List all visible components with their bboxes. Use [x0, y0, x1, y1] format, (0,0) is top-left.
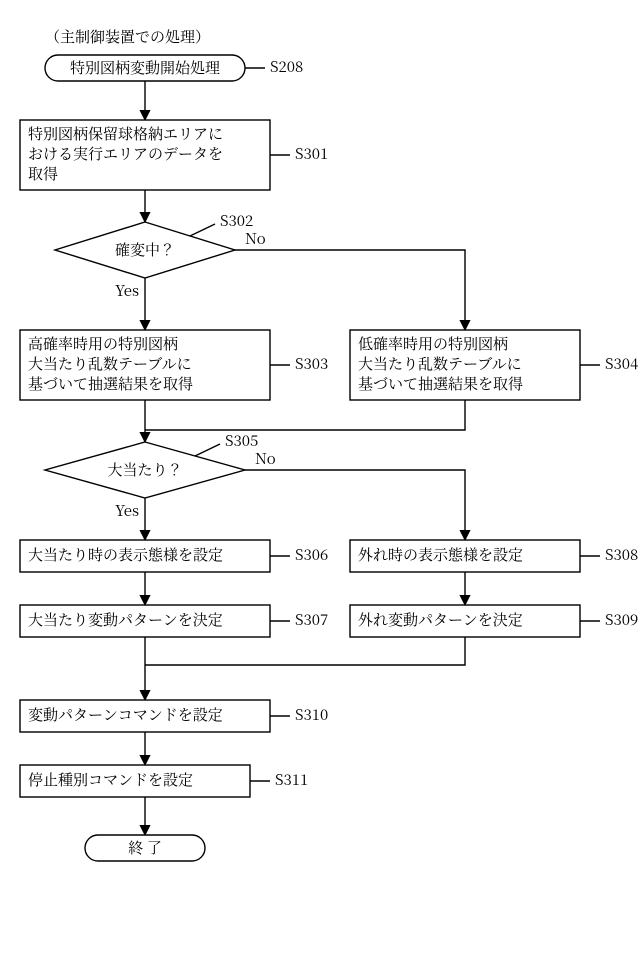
svg-text:大当たり時の表示態様を設定: 大当たり時の表示態様を設定: [28, 544, 223, 565]
svg-text:S208: S208: [270, 56, 303, 77]
svg-text:S304: S304: [605, 353, 638, 374]
svg-text:大当たり変動パターンを決定: 大当たり変動パターンを決定: [28, 609, 223, 630]
svg-text:No: No: [245, 228, 266, 249]
svg-text:S305: S305: [225, 430, 258, 451]
svg-text:特別図柄変動開始処理: 特別図柄変動開始処理: [70, 57, 220, 78]
svg-text:S309: S309: [605, 609, 638, 630]
svg-text:大当たり乱数テーブルに: 大当たり乱数テーブルに: [28, 353, 192, 374]
svg-text:S301: S301: [295, 143, 328, 164]
svg-text:変動パターンコマンドを設定: 変動パターンコマンドを設定: [28, 704, 223, 725]
svg-text:S303: S303: [295, 353, 328, 374]
svg-text:S308: S308: [605, 544, 638, 565]
svg-text:大当たり乱数テーブルに: 大当たり乱数テーブルに: [358, 353, 522, 374]
svg-text:S310: S310: [295, 704, 328, 725]
svg-text:S307: S307: [295, 609, 328, 630]
svg-text:S311: S311: [275, 769, 308, 790]
svg-text:外れ時の表示態様を設定: 外れ時の表示態様を設定: [358, 544, 523, 565]
svg-text:取得: 取得: [28, 163, 58, 184]
svg-text:基づいて抽選結果を取得: 基づいて抽選結果を取得: [358, 373, 523, 394]
flowchart-canvas: （主制御装置での処理） 特別図柄変動開始処理 S208 特別図柄保留球格納エリアにおけ…: [0, 0, 640, 973]
svg-text:Yes: Yes: [115, 500, 139, 521]
svg-text:S306: S306: [295, 544, 328, 565]
svg-text:No: No: [255, 448, 276, 469]
svg-text:外れ変動パターンを決定: 外れ変動パターンを決定: [358, 609, 523, 630]
svg-text:大当たり？: 大当たり？: [107, 459, 182, 480]
svg-text:高確率時用の特別図柄: 高確率時用の特別図柄: [28, 333, 178, 354]
svg-text:Yes: Yes: [115, 280, 139, 301]
svg-text:基づいて抽選結果を取得: 基づいて抽選結果を取得: [28, 373, 193, 394]
svg-text:おける実行エリアのデータを: おける実行エリアのデータを: [28, 143, 223, 164]
svg-text:終 了: 終 了: [128, 837, 162, 858]
svg-text:確変中？: 確変中？: [115, 239, 175, 260]
svg-text:停止種別コマンドを設定: 停止種別コマンドを設定: [28, 769, 193, 790]
svg-text:低確率時用の特別図柄: 低確率時用の特別図柄: [358, 333, 508, 354]
svg-text:特別図柄保留球格納エリアに: 特別図柄保留球格納エリアに: [28, 123, 223, 144]
svg-text:（主制御装置での処理）: （主制御装置での処理）: [45, 26, 210, 47]
